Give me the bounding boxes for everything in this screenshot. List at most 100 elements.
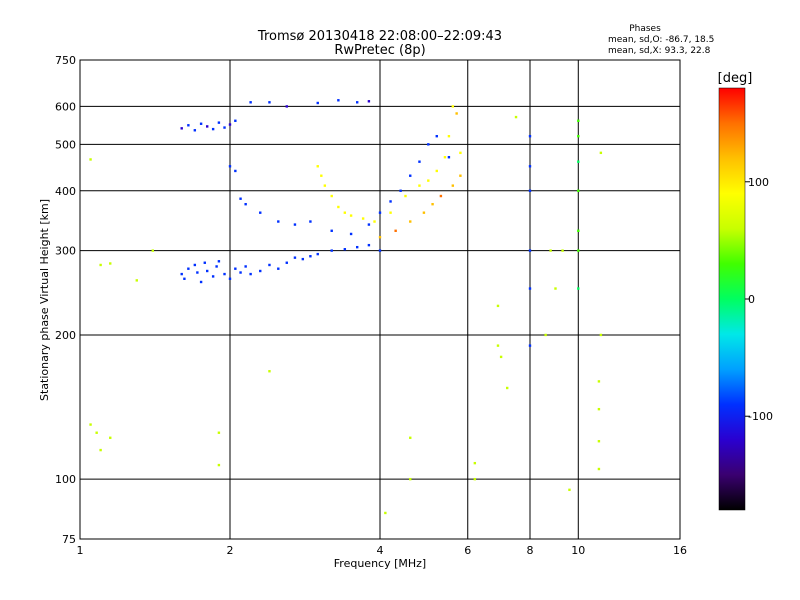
data-point <box>431 202 434 206</box>
data-point <box>459 174 462 177</box>
data-point <box>528 134 532 138</box>
data-point <box>316 252 319 256</box>
data-point <box>373 220 376 223</box>
data-point <box>597 467 601 471</box>
data-point <box>455 112 458 115</box>
data-point <box>199 122 203 125</box>
data-point <box>228 123 232 126</box>
stats-x-line: mean, sd,X: 93.3, 22.8 <box>608 46 711 56</box>
data-point <box>394 229 397 232</box>
x-tick-labels: 1 2 4 6 8 10 16 <box>77 544 688 557</box>
y-axis-label: Stationary phase Virtual Height [km] <box>38 199 51 401</box>
y-tick-label: 500 <box>55 138 76 151</box>
chart-subtitle: RwPretec (8p) <box>334 43 425 58</box>
data-point <box>180 127 183 130</box>
data-point <box>337 99 340 102</box>
data-point <box>187 124 190 127</box>
data-point <box>367 100 371 103</box>
data-point <box>378 235 382 239</box>
data-point <box>544 333 547 337</box>
data-point <box>183 277 186 280</box>
data-point <box>337 205 340 209</box>
data-point <box>330 249 333 252</box>
data-point <box>577 119 580 122</box>
data-point <box>268 263 271 267</box>
data-point <box>554 287 557 290</box>
data-point <box>389 200 392 203</box>
data-point <box>447 156 451 159</box>
data-point <box>597 407 601 411</box>
data-point <box>514 115 518 119</box>
data-point <box>199 280 203 284</box>
data-point <box>418 184 421 187</box>
data-point <box>285 261 288 264</box>
data-point <box>323 184 327 187</box>
data-point <box>343 248 347 251</box>
data-point <box>316 165 319 168</box>
data-point <box>193 263 197 267</box>
y-tick-label: 75 <box>62 533 76 546</box>
colorbar-tick-label: 0 <box>748 293 755 306</box>
data-point <box>378 211 382 214</box>
data-point <box>577 249 580 252</box>
data-point <box>577 287 580 290</box>
y-tick-label: 750 <box>55 54 76 67</box>
data-point <box>277 220 280 223</box>
data-point <box>249 101 252 104</box>
x-tick-label: 2 <box>227 544 234 557</box>
data-point <box>89 423 92 426</box>
y-tick-label: 200 <box>55 329 76 342</box>
data-point <box>193 129 197 132</box>
data-point <box>293 256 297 259</box>
y-tick-label: 100 <box>55 473 76 486</box>
data-point <box>597 440 601 443</box>
data-point <box>404 194 407 198</box>
data-point <box>217 463 221 467</box>
data-point <box>89 158 92 161</box>
data-point <box>473 477 477 481</box>
data-point <box>549 249 552 252</box>
data-points <box>89 99 603 515</box>
data-point <box>320 174 323 177</box>
data-point <box>211 275 215 278</box>
data-point <box>343 211 347 214</box>
data-point <box>215 265 218 268</box>
data-point <box>217 121 221 124</box>
data-point <box>309 255 312 258</box>
data-point <box>409 174 412 177</box>
data-point <box>330 194 333 198</box>
data-point <box>599 333 603 337</box>
data-point <box>528 344 532 347</box>
data-point <box>473 461 477 465</box>
data-point <box>418 160 421 163</box>
data-point <box>277 267 280 270</box>
data-point <box>217 260 221 263</box>
data-point <box>367 223 371 226</box>
data-point <box>378 249 382 252</box>
data-point <box>228 165 232 168</box>
data-point <box>451 184 455 187</box>
data-point <box>361 217 365 220</box>
data-point <box>505 386 509 390</box>
chart-title: Tromsø 20130418 22:08:00–22:09:43 <box>257 29 502 44</box>
x-tick-label: 10 <box>571 544 585 557</box>
data-point <box>409 477 412 481</box>
data-point <box>196 271 199 274</box>
data-point <box>389 211 392 214</box>
data-point <box>187 267 190 270</box>
data-point <box>234 267 237 270</box>
x-tick-label: 4 <box>377 544 384 557</box>
x-tick-label: 1 <box>77 544 84 557</box>
data-point <box>268 370 271 373</box>
colorbar <box>718 87 746 511</box>
data-point <box>459 151 462 155</box>
x-tick-label: 6 <box>464 544 471 557</box>
data-point <box>409 220 412 223</box>
data-point <box>577 160 580 163</box>
data-point <box>316 101 319 105</box>
data-point <box>384 511 387 515</box>
data-point <box>180 272 183 276</box>
data-point <box>355 101 359 104</box>
data-point <box>330 229 333 232</box>
data-point <box>99 263 102 267</box>
